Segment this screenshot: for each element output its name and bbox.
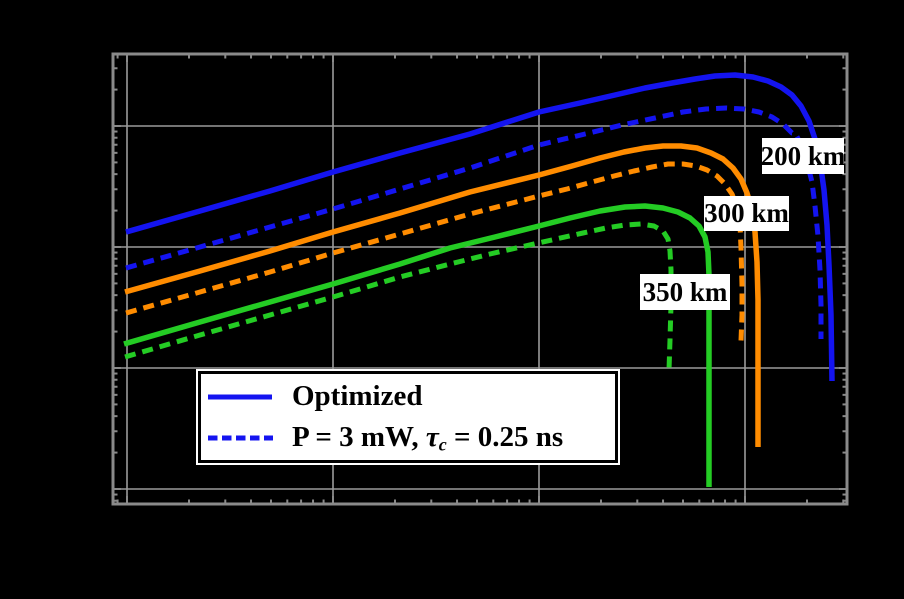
legend-box: Optimized P = 3 mW, τc = 0.25 ns [196, 369, 620, 465]
dashed-line-swatch [208, 435, 273, 440]
legend-label-optimized: Optimized [292, 380, 423, 412]
legend-entry-fixed-params: P = 3 mW, τc = 0.25 ns [207, 417, 605, 458]
distance-label-350km: 350 km [640, 274, 730, 310]
solid-line-swatch [208, 394, 272, 399]
legend-label-fixed-params: P = 3 mW, τc = 0.25 ns [292, 421, 564, 455]
legend-entry-optimized: Optimized [207, 376, 605, 417]
distance-label-200km: 200 km [761, 138, 845, 174]
distance-label-300km: 300 km [704, 196, 789, 231]
